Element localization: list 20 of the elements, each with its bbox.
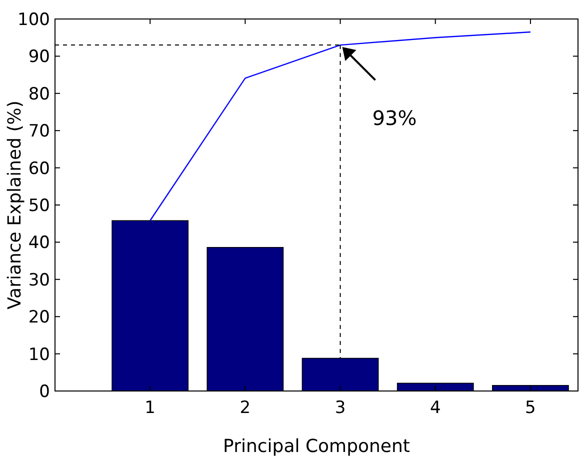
y-tick-label: 100: [18, 10, 50, 30]
y-tick-label: 70: [28, 122, 50, 142]
y-tick-label: 40: [28, 233, 50, 254]
x-tick-label: 3: [334, 398, 346, 418]
y-tick-label: 50: [28, 196, 50, 216]
y-tick-label: 80: [28, 84, 50, 104]
y-tick-label: 20: [28, 308, 50, 328]
line-series: [149, 31, 532, 222]
x-axis-title: Principal Component: [223, 436, 410, 457]
x-tick-label: 1: [144, 398, 156, 418]
x-tick-label: 2: [240, 398, 251, 418]
y-axis-title: Variance Explained (%): [4, 100, 26, 310]
y-tick-label: 0: [39, 382, 50, 402]
y-tick-label: 90: [28, 47, 50, 68]
y-tick-label: 60: [28, 158, 50, 179]
x-tick-label: 5: [525, 398, 536, 418]
annotation: 93%: [372, 106, 417, 130]
y-tick-label: 30: [28, 270, 50, 290]
x-tick-label: 4: [430, 398, 441, 418]
y-tick-label: 10: [28, 344, 50, 365]
